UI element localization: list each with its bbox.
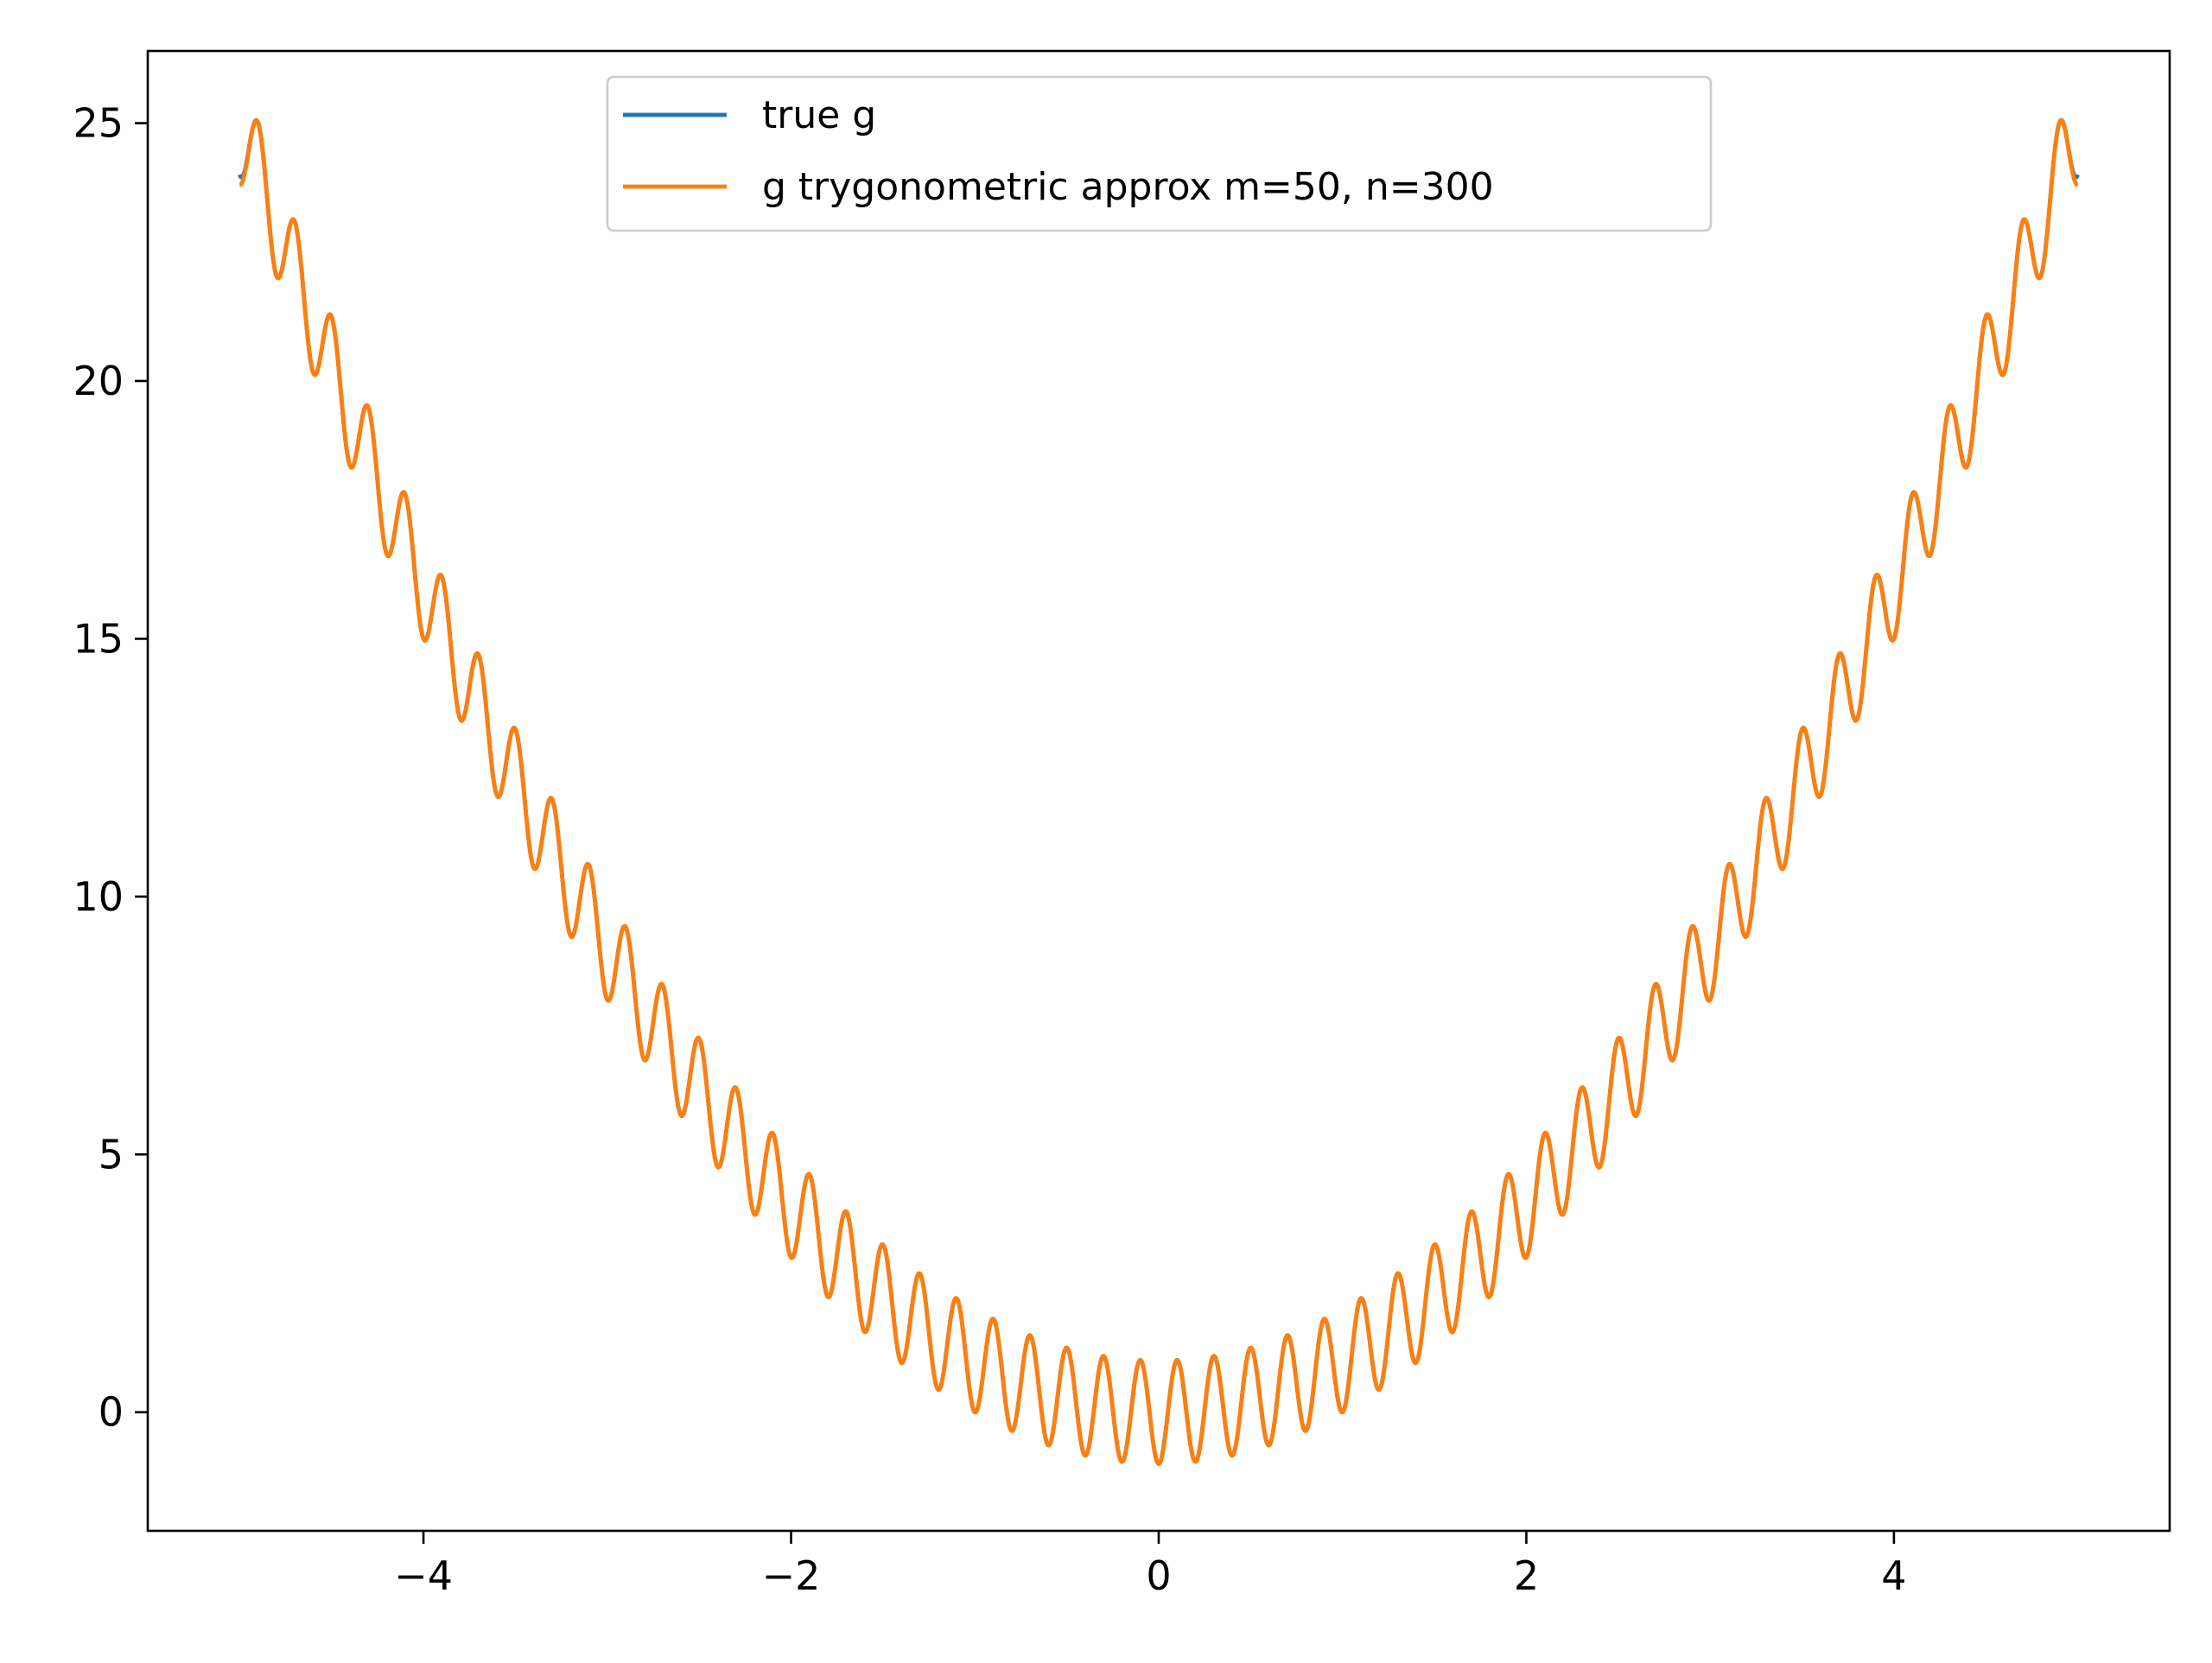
- x-tick-label: −4: [394, 1552, 453, 1599]
- y-tick-label: 5: [99, 1131, 124, 1177]
- y-tick-label: 0: [99, 1389, 124, 1436]
- series-layer: [238, 117, 2080, 1466]
- x-tick-label: 4: [1881, 1552, 1906, 1599]
- x-tick-label: 2: [1514, 1552, 1539, 1599]
- legend-label-true-g: true g: [762, 93, 876, 137]
- y-tick-label: 25: [73, 100, 124, 147]
- x-tick-label: 0: [1146, 1552, 1171, 1599]
- y-tick-label: 15: [73, 615, 124, 662]
- x-axis: −4 −2 0 2 4: [394, 1531, 1907, 1599]
- y-axis: 0 5 10 15 20 25: [73, 100, 148, 1436]
- legend-box: [606, 75, 1713, 232]
- legend-label-approx: g trygonometric approx m=50, n=300: [762, 165, 1494, 209]
- plot-frame: [146, 49, 2171, 1533]
- series-line-approx: [238, 117, 2080, 1466]
- x-tick-label: −2: [762, 1552, 821, 1599]
- y-tick-label: 10: [73, 873, 124, 920]
- y-tick-label: 20: [73, 358, 124, 404]
- legend: true g g trygonometric approx m=50, n=30…: [606, 75, 1713, 232]
